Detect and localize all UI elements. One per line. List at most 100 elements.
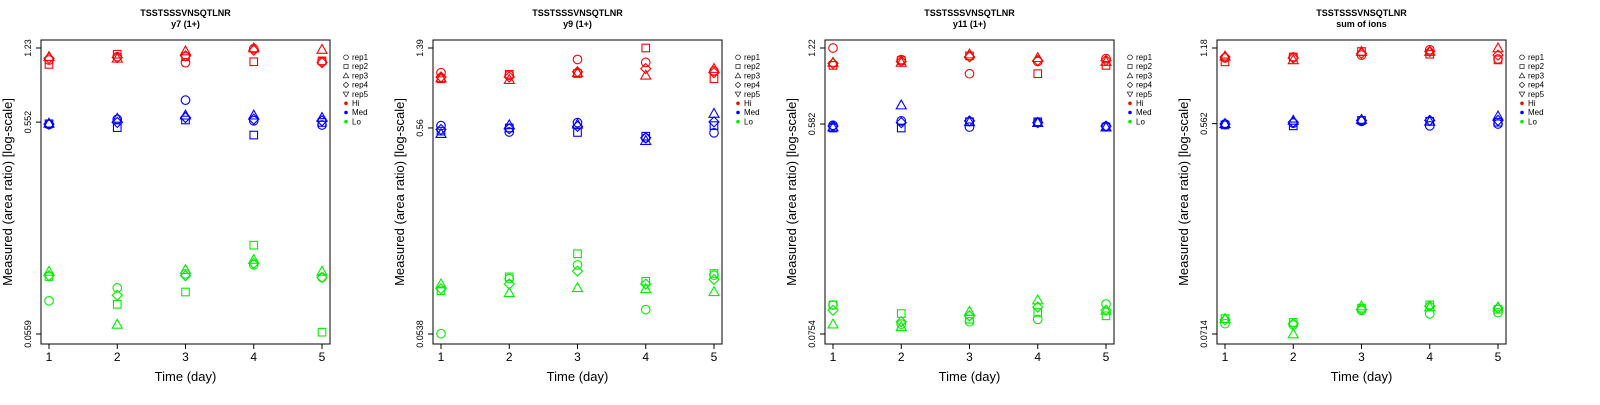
legend-marker-hi	[344, 101, 348, 106]
legend-marker-rep3	[1126, 72, 1134, 79]
data-point-lo-rep3	[247, 253, 260, 264]
data-point-med-rep1	[436, 120, 446, 131]
data-point-lo-rep4	[43, 269, 55, 282]
data-point-med-rep3	[1031, 116, 1044, 127]
legend-label: rep5	[352, 90, 369, 99]
legend-marker-lo	[1128, 119, 1132, 124]
data-point-lo-rep2	[641, 276, 651, 286]
data-point-hi-rep4	[895, 55, 908, 68]
legend-marker-lo	[344, 119, 348, 124]
data-point-lo-rep3	[1031, 293, 1044, 305]
legend-label: rep4	[744, 81, 761, 90]
data-point-lo-rep3	[639, 282, 652, 294]
data-point-lo-rep3	[1100, 304, 1112, 315]
legend-label: rep5	[1136, 90, 1153, 99]
data-point-lo-rep1	[1101, 299, 1111, 309]
data-point-med-rep3	[247, 109, 260, 120]
legend-label: Med	[744, 108, 760, 117]
data-point-med-rep4	[1100, 120, 1112, 132]
data-point-med-rep4	[708, 116, 720, 128]
data-point-med-rep4	[435, 123, 447, 136]
data-point-lo-rep1	[964, 316, 975, 327]
legend-label: rep3	[1528, 71, 1545, 80]
y-tick-label: 0.0538	[415, 320, 425, 348]
legend-label: Hi	[744, 99, 752, 108]
data-point-lo-rep1	[896, 319, 907, 329]
chart-subtitle: sum of ions	[1336, 19, 1387, 29]
data-point-med-rep4	[43, 118, 55, 130]
data-point-hi-rep4	[963, 51, 976, 63]
data-point-lo-rep3	[571, 281, 584, 293]
legend-marker-med	[736, 110, 740, 115]
chart-subtitle: y9 (1+)	[563, 19, 592, 29]
data-point-lo-rep4	[708, 273, 720, 286]
data-point-med-rep2	[896, 123, 906, 133]
data-point-med-rep3	[1492, 110, 1504, 121]
x-tick-label: 3	[966, 350, 973, 364]
legend-marker-lo	[1520, 119, 1524, 124]
data-point-hi-rep2	[1220, 57, 1230, 67]
data-point-hi-rep1	[180, 57, 191, 68]
data-point-lo-rep4	[1031, 301, 1044, 313]
data-point-lo-rep1	[1220, 318, 1230, 329]
legend-marker-rep5	[1518, 91, 1526, 98]
y-tick-label: 1.22	[807, 39, 817, 57]
data-point-lo-rep2	[573, 249, 582, 259]
x-tick-label: 5	[1103, 350, 1110, 364]
legend-marker-rep3	[342, 72, 350, 79]
legend-marker-med	[1520, 110, 1524, 115]
legend-marker-rep1	[1127, 54, 1133, 60]
x-tick-label: 3	[574, 350, 581, 364]
data-point-hi-rep3	[1031, 51, 1044, 63]
plot-area	[1216, 39, 1507, 345]
data-point-hi-rep3	[316, 43, 328, 54]
data-point-lo-rep4	[247, 257, 260, 270]
legend-marker-med	[344, 110, 348, 115]
y-tick-label: 1.39	[415, 39, 425, 57]
data-point-hi-rep3	[1423, 45, 1436, 56]
data-point-lo-rep4	[316, 271, 328, 284]
data-point-med-rep1	[709, 127, 719, 138]
data-point-hi-rep3	[179, 44, 192, 56]
legend-label: rep3	[1136, 71, 1153, 80]
data-point-hi-rep4	[111, 51, 124, 64]
x-tick-label: 5	[1495, 350, 1502, 364]
legend-label: Lo	[352, 117, 361, 126]
plot-area	[824, 39, 1115, 345]
data-point-lo-rep2	[112, 300, 122, 309]
data-point-lo-rep1	[44, 295, 54, 306]
legend-label: rep1	[1136, 53, 1153, 62]
chart-title: TSSTSSSVNSQTLNR	[532, 8, 623, 18]
data-point-med-rep3	[111, 112, 124, 123]
data-point-med-rep3	[503, 118, 516, 130]
data-point-med-rep3	[895, 98, 908, 110]
x-tick-label: 5	[711, 350, 718, 364]
data-point-med-rep1	[1424, 120, 1435, 131]
data-point-med-rep1	[896, 116, 907, 126]
data-point-hi-rep1	[248, 43, 259, 54]
data-point-lo-rep3	[316, 265, 328, 276]
legend-marker-rep1	[343, 54, 349, 60]
data-point-med-rep3	[1219, 117, 1231, 128]
legend-label: rep3	[744, 71, 761, 80]
data-point-hi-rep4	[639, 62, 652, 75]
legend-label: Med	[352, 108, 368, 117]
data-point-lo-rep2	[828, 300, 838, 310]
y-tick-label: 0.552	[23, 111, 33, 134]
data-point-lo-rep2	[504, 272, 514, 282]
data-point-hi-rep4	[1219, 51, 1231, 63]
data-point-hi-rep4	[43, 52, 55, 65]
legend-label: rep5	[1528, 90, 1545, 99]
data-point-hi-rep2	[504, 70, 514, 79]
data-point-hi-rep2	[1033, 69, 1043, 79]
plot-area	[40, 39, 331, 345]
y-tick-label: 0.582	[807, 113, 817, 136]
data-point-lo-rep3	[435, 277, 447, 289]
data-point-med-rep2	[1288, 121, 1298, 131]
data-point-med-rep3	[708, 107, 720, 118]
